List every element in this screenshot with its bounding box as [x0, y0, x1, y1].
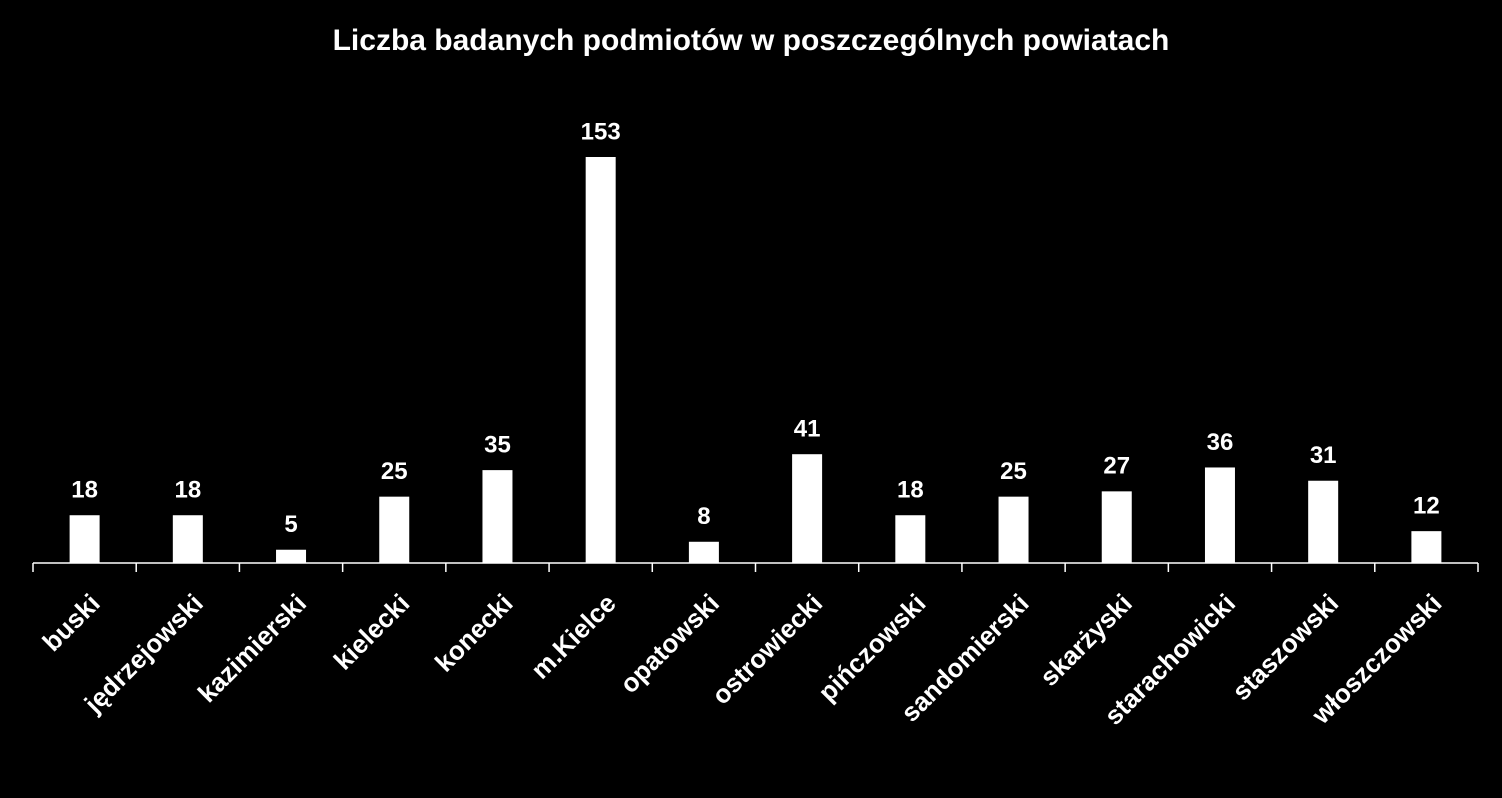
data-label: 12: [1413, 493, 1440, 520]
bar: [1411, 531, 1442, 563]
data-label: 41: [794, 416, 821, 443]
data-label: 31: [1310, 442, 1337, 469]
data-label: 8: [697, 503, 710, 530]
bar: [482, 470, 513, 563]
data-label: 35: [484, 431, 511, 458]
bar: [1101, 491, 1132, 563]
data-label: 36: [1207, 429, 1234, 456]
data-label: 153: [581, 118, 621, 145]
bar: [1308, 480, 1339, 563]
data-label: 25: [381, 458, 408, 485]
bar: [379, 496, 410, 563]
data-label: 18: [71, 477, 98, 504]
bar: [792, 454, 823, 563]
chart-title: Liczba badanych podmiotów w poszczególny…: [333, 24, 1170, 57]
data-label: 27: [1103, 453, 1130, 480]
bar: [688, 541, 719, 563]
bar: [998, 496, 1029, 563]
bar: [895, 515, 926, 563]
bar: [585, 157, 616, 563]
bar: [69, 515, 100, 563]
bar: [276, 549, 307, 563]
data-label: 18: [897, 477, 924, 504]
data-label: 5: [284, 511, 297, 538]
data-label: 18: [174, 477, 201, 504]
bar: [1204, 467, 1235, 563]
data-label: 25: [1000, 458, 1027, 485]
bar: [172, 515, 203, 563]
